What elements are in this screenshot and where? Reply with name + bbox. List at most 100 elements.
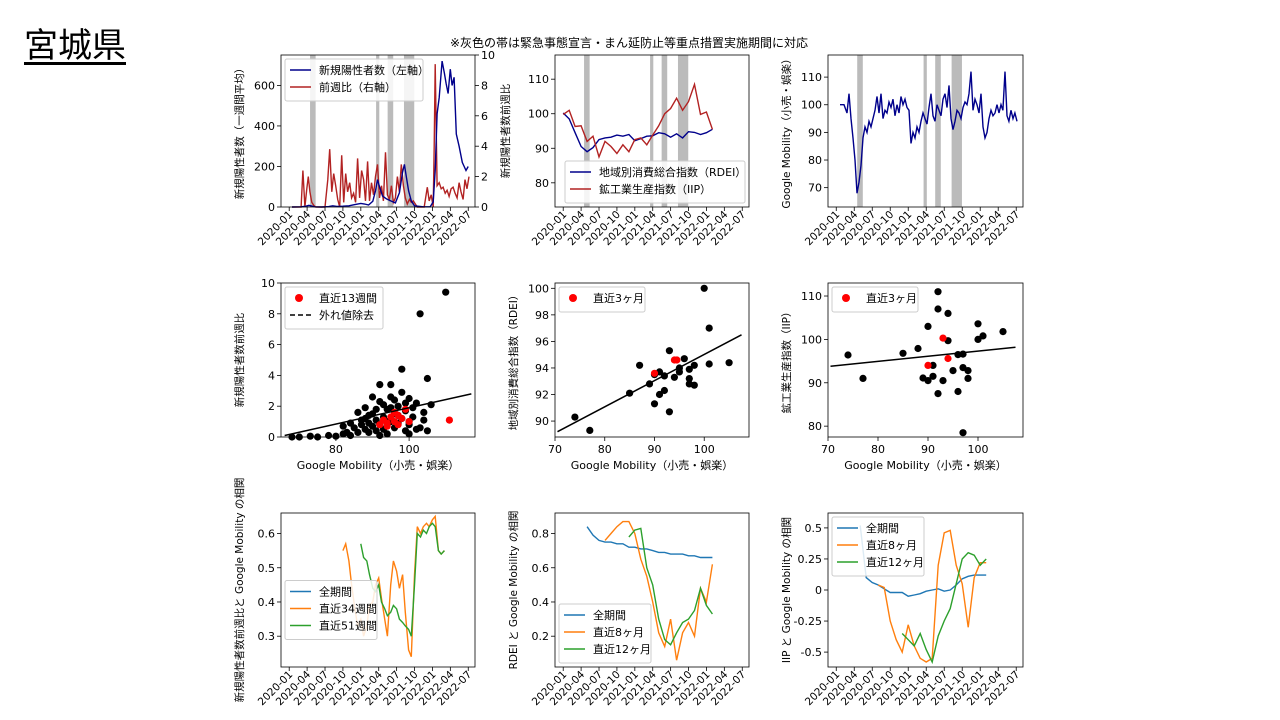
- scatter-point: [954, 387, 962, 396]
- emergency-band: [376, 55, 380, 207]
- y2-tick-label: 6: [481, 110, 488, 123]
- legend-box: [284, 58, 424, 102]
- scatter-point: [416, 424, 424, 432]
- scatter-point: [934, 305, 942, 313]
- plot-frame: [554, 512, 750, 668]
- chart-c3: 7080901001102020-012020-042020-072020-10…: [780, 53, 1024, 248]
- scatter-point: [690, 381, 698, 389]
- series-line-2: [901, 551, 987, 665]
- y-tick-label: 0.5: [258, 562, 276, 575]
- legend-label: 新規陽性者数（左軸）: [319, 63, 429, 77]
- x-tick-label: 80: [598, 443, 612, 456]
- scatter-point: [306, 432, 314, 440]
- x-axis-label: Google Mobility（小売・娯楽）: [571, 458, 733, 472]
- scatter-point: [685, 365, 693, 373]
- y-tick-label: 110: [801, 290, 822, 303]
- emergency-band: [310, 55, 316, 207]
- scatter-point: [979, 332, 987, 340]
- scatter-point: [442, 288, 450, 296]
- plot-frame: [827, 54, 1024, 208]
- y-tick-label: 100: [528, 282, 549, 295]
- scatter-point: [929, 372, 937, 380]
- legend-label: 前週比（右軸）: [319, 80, 396, 94]
- scatter-point: [325, 431, 333, 440]
- regression-line: [284, 393, 472, 437]
- scatter-point-recent: [445, 416, 453, 424]
- legend-label: 直近12ヶ月: [866, 555, 924, 569]
- y-tick-label: 90: [808, 377, 822, 390]
- scatter-point: [844, 351, 852, 359]
- legend-label: 鉱工業生産指数（IIP）: [599, 182, 711, 196]
- scatter-point: [361, 404, 369, 412]
- y-tick-label: 0.2: [532, 630, 550, 643]
- scatter-point: [376, 381, 384, 389]
- scatter-point: [680, 355, 688, 363]
- emergency-band: [677, 55, 689, 207]
- y-tick-label: 94: [535, 362, 549, 375]
- scatter-point: [379, 401, 388, 409]
- y-tick-label: 0.3: [258, 630, 276, 643]
- y-tick-label: 100: [528, 108, 549, 121]
- emergency-band: [584, 55, 590, 207]
- scatter-point: [725, 359, 733, 367]
- y-tick-label: 0.4: [532, 596, 550, 609]
- series-line-2: [628, 527, 713, 646]
- y-tick-label: 2: [268, 400, 275, 413]
- scatter-point: [365, 428, 373, 436]
- x-tick-label: 100: [968, 443, 989, 456]
- scatter-point: [354, 428, 362, 436]
- y-axis-label: RDEI と Google Mobility の相関: [507, 511, 520, 670]
- scatter-point: [394, 402, 402, 410]
- scatter-point: [939, 377, 947, 385]
- y-tick-label: 0.4: [258, 596, 276, 609]
- scatter-point: [405, 430, 413, 438]
- scatter-point-recent: [673, 356, 681, 364]
- page-title: 宮城県: [24, 26, 126, 66]
- legend-label: 全期間: [593, 608, 626, 622]
- scatter-point-recent: [939, 334, 947, 342]
- scatter-point: [974, 320, 982, 328]
- chart-c6: 80 90 100 110 70 80 90 100 Google Mobility（小売・娯楽…: [780, 282, 1024, 472]
- legend: 新規陽性者数（左軸） 前週比（右軸）: [284, 58, 429, 102]
- chart-c8: 0.20.40.60.82020-012020-042020-072020-10…: [507, 511, 750, 708]
- scatter-point: [586, 426, 594, 434]
- scatter-point: [924, 322, 932, 330]
- legend: 地域別消費総合指数（RDEI） 鉱工業生産指数（IIP）: [564, 160, 746, 204]
- x-tick-label: 100: [399, 443, 420, 456]
- series-line-cases: [291, 60, 469, 208]
- scatter-point: [665, 347, 674, 355]
- series-line-ratio: [292, 64, 470, 208]
- x-tick-label: 100: [694, 443, 715, 456]
- x-tick-label: 90: [921, 443, 935, 456]
- plot-frame: [554, 282, 750, 438]
- y2-tick-label: 10: [481, 49, 495, 62]
- legend-label: 直近3ヶ月: [593, 291, 644, 305]
- y-tick-label: 80: [535, 177, 549, 190]
- series-line-1: [604, 520, 714, 661]
- y-tick-label: 0.6: [258, 528, 276, 541]
- scatter-point: [924, 377, 932, 385]
- scatter-point: [660, 386, 669, 395]
- y2-tick-label: 4: [481, 140, 488, 153]
- x-tick-label: 80: [329, 443, 343, 456]
- chart-c9: -0.5-0.2500.250.52020-012020-042020-0720…: [780, 512, 1024, 708]
- chart-c4: 0 2 4 6 8 10 80 100 Google Mobility（小売・娯楽） 新規陽性者数…: [233, 277, 476, 472]
- legend-label: 直近8ヶ月: [593, 625, 644, 639]
- y-tick-label: 110: [801, 71, 822, 84]
- scatter-point: [934, 390, 942, 398]
- legend-box: [831, 286, 919, 313]
- scatter-point: [354, 408, 362, 416]
- chart-c5: 90 92 94 96 98 100 70 80 90 100 Google Mobility（小売…: [507, 282, 750, 472]
- series-line-1: [877, 529, 987, 663]
- y-tick-label: 100: [801, 333, 822, 346]
- scatter-point: [346, 431, 355, 440]
- scatter-point: [859, 374, 867, 382]
- scatter-point: [372, 405, 380, 413]
- scatter-point: [416, 310, 424, 318]
- y-tick-label: 6: [268, 339, 275, 352]
- scatter-point: [675, 368, 684, 376]
- scatter-point: [944, 309, 952, 317]
- scatter-point: [650, 400, 659, 408]
- x-tick-label: 70: [821, 443, 835, 456]
